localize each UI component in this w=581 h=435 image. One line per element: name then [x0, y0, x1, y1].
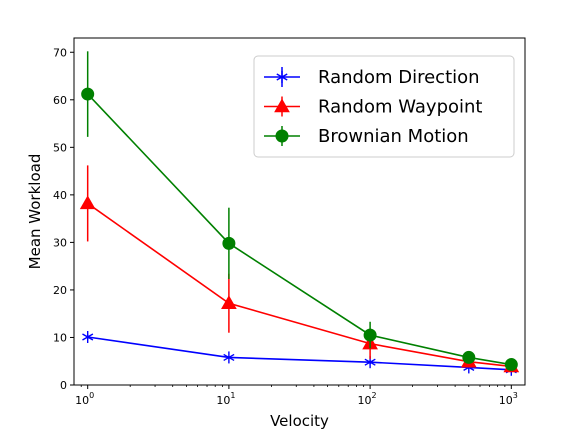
- y-tick-label: 0: [60, 379, 67, 392]
- data-point-random-waypoint: [221, 295, 237, 309]
- x-axis: 100 101 102 103: [75, 385, 518, 407]
- y-tick-label: 30: [53, 236, 67, 249]
- x-tick-label: 100: [75, 391, 94, 407]
- series-brownian-motion: [81, 51, 518, 372]
- x-tick-label: 103: [499, 391, 518, 407]
- y-tick-label: 10: [53, 331, 67, 344]
- data-point-brownian-motion: [222, 236, 236, 250]
- data-point-random-waypoint: [79, 195, 96, 210]
- y-tick-label: 20: [53, 284, 67, 297]
- legend-item-random-direction: Random Direction: [264, 67, 480, 88]
- series-line-random-waypoint: [87, 202, 512, 368]
- legend-box: [253, 55, 515, 158]
- y-tick-label: 50: [53, 141, 67, 154]
- data-point-brownian-motion: [363, 328, 377, 342]
- x-axis-label: Velocity: [270, 412, 329, 430]
- data-point-brownian-motion: [462, 350, 476, 364]
- legend-label: Brownian Motion: [318, 126, 469, 147]
- legend-item-brownian-motion: Brownian Motion: [264, 126, 469, 147]
- legend: Random Direction Random Waypoint Brownian …: [253, 55, 515, 158]
- y-axis-label: Mean Workload: [26, 154, 44, 270]
- plot-area: [73, 37, 526, 386]
- series-layer: [79, 51, 520, 376]
- y-tick-label: 40: [53, 189, 67, 202]
- data-point-brownian-motion: [504, 358, 518, 372]
- legend-swatch-marker: [276, 71, 288, 83]
- legend-swatch-marker: [274, 98, 290, 113]
- legend-label: Random Direction: [318, 67, 480, 88]
- data-point-random-direction: [82, 330, 94, 343]
- x-tick-label: 101: [216, 391, 235, 407]
- y-axis: 0 10 20 30 40 50 60 70: [53, 46, 74, 392]
- data-point-random-direction: [223, 351, 235, 364]
- x-tick-label: 102: [358, 391, 377, 407]
- y-tick-label: 70: [53, 46, 67, 59]
- legend-swatch-marker: [275, 129, 289, 143]
- data-point-brownian-motion: [81, 87, 95, 101]
- legend-item-random-waypoint: Random Waypoint: [264, 96, 482, 118]
- y-tick-label: 60: [53, 94, 67, 107]
- plot-frame: [73, 37, 526, 386]
- series-random-waypoint: [79, 165, 520, 373]
- legend-label: Random Waypoint: [318, 97, 482, 118]
